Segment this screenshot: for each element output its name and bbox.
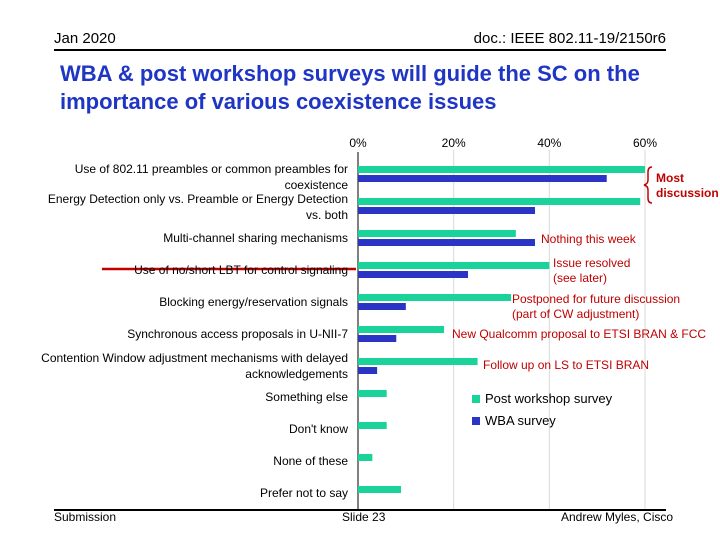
category-label: Use of 802.11 preambles or common preamb… <box>74 162 348 192</box>
category-label: Prefer not to say <box>259 486 348 500</box>
bar-wba <box>358 207 535 214</box>
bar-wba <box>358 367 378 374</box>
annotation-follow-up: Follow up on LS to ETSI BRAN <box>483 358 650 372</box>
bar-wba <box>358 239 535 246</box>
annotation-new-qualcomm: New Qualcomm proposal to ETSI BRAN & FCC <box>452 327 707 341</box>
legend-label-wba: WBA survey <box>485 413 556 428</box>
bar-post-workshop <box>358 166 645 173</box>
category-label: Don't know <box>289 422 348 436</box>
bar-post-workshop <box>358 422 387 429</box>
bar-post-workshop <box>358 454 373 461</box>
bar-wba <box>358 335 397 342</box>
x-tick-label: 20% <box>442 136 466 150</box>
annotation-most-discussion: Most discussion <box>656 171 719 200</box>
annotation-postponed: Postponed for future discussion (part of… <box>512 292 681 321</box>
slide-title: WBA & post workshop surveys will guide t… <box>60 61 640 114</box>
category-label: Contention Window adjustment mechanisms … <box>41 351 348 381</box>
category-label: Synchronous access proposals in U-NII-7 <box>127 327 348 341</box>
category-label: Multi-channel sharing mechanisms <box>163 231 348 245</box>
legend-item-wba: WBA survey <box>472 413 556 428</box>
bar-wba <box>358 303 406 310</box>
annotation-nothing-this-week: Nothing this week <box>541 232 636 246</box>
x-tick-label: 60% <box>633 136 657 150</box>
bar-wba <box>358 271 469 278</box>
footer-submission: Submission <box>54 510 117 524</box>
header-rule <box>54 49 666 51</box>
bar-wba <box>358 175 607 182</box>
x-tick-label: 0% <box>349 136 367 150</box>
bar-post-workshop <box>358 294 512 301</box>
bar-post-workshop <box>358 326 445 333</box>
footer-author: Andrew Myles, Cisco <box>561 510 674 524</box>
x-tick-label: 40% <box>537 136 561 150</box>
legend-swatch-wba <box>472 416 480 425</box>
bracket-most-discussion <box>643 166 653 204</box>
category-label: Something else <box>265 390 348 404</box>
category-label: Use of no/short LBT for control signalin… <box>134 263 348 277</box>
legend-label-post: Post workshop survey <box>485 391 613 406</box>
footer-rule <box>54 509 666 511</box>
header-date: Jan 2020 <box>54 30 116 47</box>
category-label: Blocking energy/reservation signals <box>159 295 348 309</box>
bar-post-workshop <box>358 486 402 493</box>
footer-slide-number: Slide 23 <box>342 510 386 524</box>
legend-item-post: Post workshop survey <box>472 391 612 406</box>
bar-post-workshop <box>358 390 387 397</box>
bar-post-workshop <box>358 198 641 205</box>
legend-swatch-post <box>472 394 480 403</box>
header-doc-id: doc.: IEEE 802.11-19/2150r6 <box>473 30 666 47</box>
category-label: Energy Detection only vs. Preamble or En… <box>47 192 348 222</box>
bar-post-workshop <box>358 358 478 365</box>
bar-post-workshop <box>358 230 516 237</box>
bar-post-workshop <box>358 262 550 269</box>
annotation-issue-resolved: Issue resolved (see later) <box>553 256 631 285</box>
category-label: None of these <box>273 454 348 468</box>
